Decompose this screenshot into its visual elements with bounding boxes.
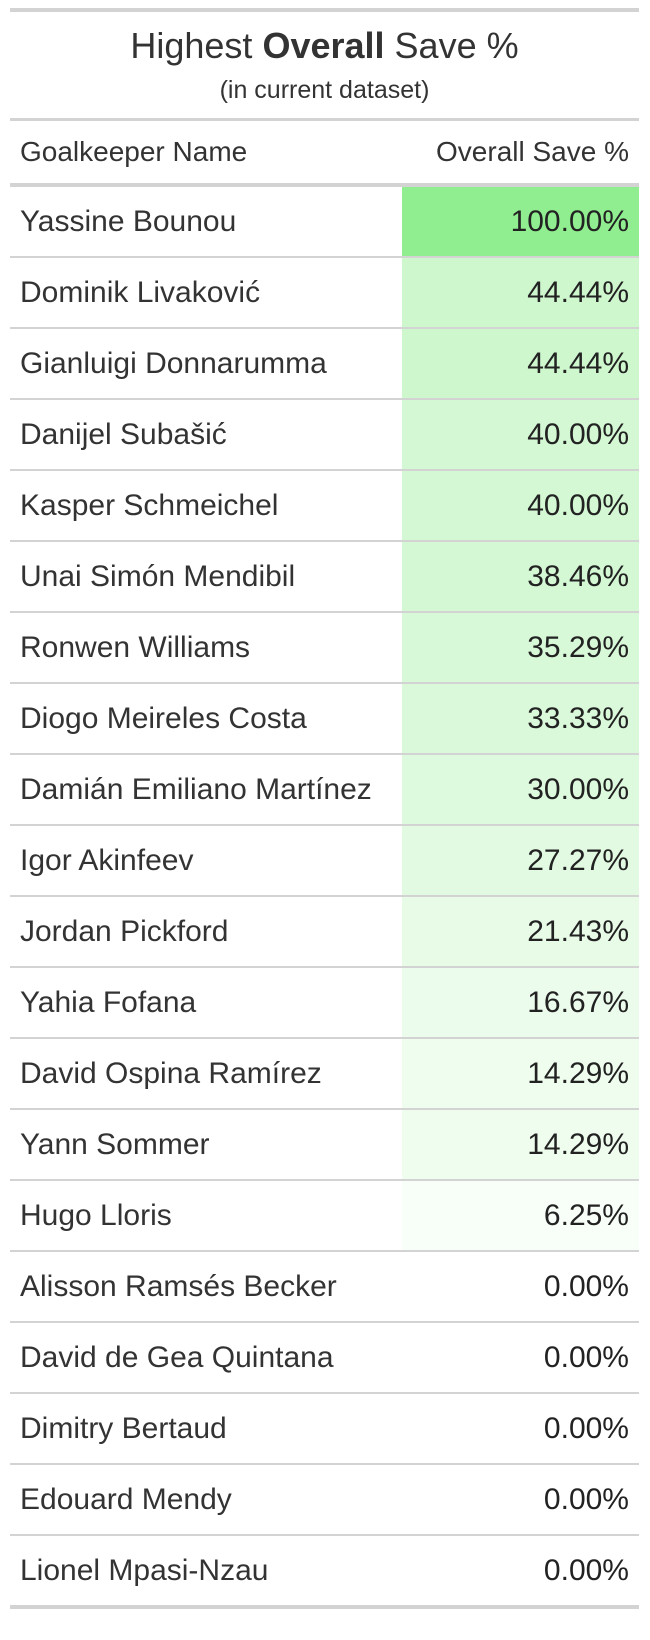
save-percentage-cell: 0.00% [402,1536,639,1605]
column-header-row: Goalkeeper Name Overall Save % [10,121,639,183]
goalkeeper-name-cell: Kasper Schmeichel [20,488,279,522]
title-prefix: Highest [130,25,263,66]
table-row: Igor Akinfeev 27.27% [10,826,639,897]
goalkeeper-name-cell: Danijel Subašić [20,417,227,451]
save-percentage-cell: 27.27% [402,826,639,895]
table-row: Ronwen Williams 35.29% [10,613,639,684]
goalkeeper-name-cell: Diogo Meireles Costa [20,701,307,735]
save-percentage-cell: 0.00% [402,1252,639,1321]
goalkeeper-name-cell: David Ospina Ramírez [20,1056,322,1090]
table-row: Kasper Schmeichel 40.00% [10,471,639,542]
goalkeeper-name-cell: Dominik Livaković [20,275,261,309]
table-row: Alisson Ramsés Becker 0.00% [10,1252,639,1323]
goalkeeper-name-cell: Yassine Bounou [20,204,237,238]
top-rule [10,8,639,12]
table-body: Yassine Bounou 100.00% Dominik Livaković 44… [10,187,639,1607]
table-row: Gianluigi Donnarumma 44.44% [10,329,639,400]
save-percentage-cell: 0.00% [402,1323,639,1392]
table-row: Yahia Fofana 16.67% [10,968,639,1039]
table-title: Highest Overall Save % [10,24,639,68]
save-percentage-cell: 35.29% [402,613,639,682]
save-percentage-cell: 40.00% [402,400,639,469]
save-percentage-cell: 100.00% [402,187,639,256]
header-bottom-rule [10,183,639,187]
table-subtitle: (in current dataset) [219,76,430,104]
goalkeeper-name-cell: Gianluigi Donnarumma [20,346,327,380]
save-percentage-table: Highest Overall Save % (in current datas… [10,8,639,1609]
save-percentage-cell: 21.43% [402,897,639,966]
save-percentage-cell: 44.44% [402,258,639,327]
save-percentage-cell: 0.00% [402,1394,639,1463]
table-row: Diogo Meireles Costa 33.33% [10,684,639,755]
table-row: Unai Simón Mendibil 38.46% [10,542,639,613]
table-row: Damián Emiliano Martínez 30.00% [10,755,639,826]
save-percentage-cell: 0.00% [402,1465,639,1534]
goalkeeper-name-cell: Hugo Lloris [20,1198,172,1232]
goalkeeper-name-cell: Alisson Ramsés Becker [20,1269,337,1303]
table-row: Lionel Mpasi-Nzau 0.00% [10,1536,639,1607]
goalkeeper-name-cell: Igor Akinfeev [20,843,194,877]
save-percentage-cell: 6.25% [402,1181,639,1250]
bottom-rule [10,1605,639,1609]
goalkeeper-name-cell: Edouard Mendy [20,1482,232,1516]
save-percentage-cell: 16.67% [402,968,639,1037]
goalkeeper-name-cell: Yann Sommer [20,1127,210,1161]
goalkeeper-name-cell: Damián Emiliano Martínez [20,772,372,806]
table-row: David de Gea Quintana 0.00% [10,1323,639,1394]
goalkeeper-name-cell: Dimitry Bertaud [20,1411,227,1445]
goalkeeper-name-cell: Unai Simón Mendibil [20,559,296,593]
save-percentage-cell: 30.00% [402,755,639,824]
table-row: Yassine Bounou 100.00% [10,187,639,258]
save-percentage-cell: 38.46% [402,542,639,611]
save-percentage-cell: 40.00% [402,471,639,540]
table-row: Dimitry Bertaud 0.00% [10,1394,639,1465]
goalkeeper-name-cell: Jordan Pickford [20,914,229,948]
table-row: Danijel Subašić 40.00% [10,400,639,471]
goalkeeper-name-cell: Lionel Mpasi-Nzau [20,1553,269,1587]
header-rule [10,118,639,121]
table-row: Edouard Mendy 0.00% [10,1465,639,1536]
title-bold: Overall [262,25,385,66]
title-suffix: Save % [384,25,519,66]
goalkeeper-name-cell: David de Gea Quintana [20,1340,334,1374]
table-row: Dominik Livaković 44.44% [10,258,639,329]
save-percentage-cell: 14.29% [402,1110,639,1179]
save-percentage-cell: 33.33% [402,684,639,753]
save-percentage-cell: 14.29% [402,1039,639,1108]
column-header-name: Goalkeeper Name [20,136,248,167]
goalkeeper-name-cell: Yahia Fofana [20,985,197,1019]
table-row: Hugo Lloris 6.25% [10,1181,639,1252]
column-header-value: Overall Save % [436,136,629,167]
table-row: Yann Sommer 14.29% [10,1110,639,1181]
table-row: Jordan Pickford 21.43% [10,897,639,968]
table-row: David Ospina Ramírez 14.29% [10,1039,639,1110]
save-percentage-cell: 44.44% [402,329,639,398]
goalkeeper-name-cell: Ronwen Williams [20,630,251,664]
